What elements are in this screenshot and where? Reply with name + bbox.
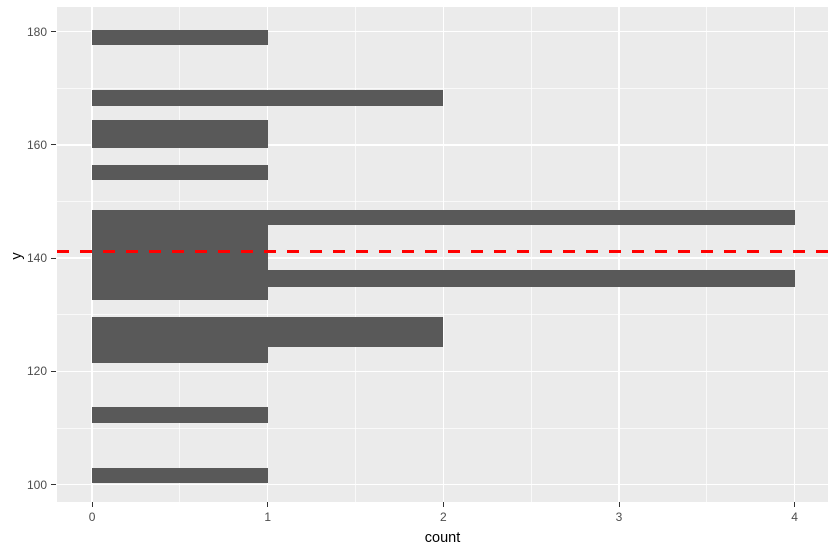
histogram-bar: [92, 467, 268, 484]
histogram-bar: [92, 269, 795, 287]
histogram-bar: [92, 164, 268, 180]
histogram-bar: [92, 407, 268, 423]
y-axis-tick-label: 140: [26, 251, 47, 266]
plot-panel: [57, 7, 828, 502]
gridline-minor-horizontal: [57, 314, 828, 316]
x-axis-tick-label: 2: [440, 510, 447, 524]
gridline-major-horizontal: [57, 484, 828, 486]
y-axis-tick-mark: [51, 370, 56, 372]
histogram-bar: [92, 89, 444, 106]
histogram-bar: [92, 209, 795, 225]
histogram-bar: [92, 119, 268, 135]
y-axis-tick-label: 100: [26, 477, 47, 492]
gridline-major-horizontal: [57, 30, 828, 33]
histogram-bar: [92, 29, 268, 45]
histogram-bar: [92, 286, 268, 300]
histogram-bar: [92, 224, 268, 240]
dashed-reference-line: [57, 249, 828, 253]
x-axis-tick-label: 4: [791, 510, 798, 524]
x-axis-tick-label: 0: [88, 510, 96, 524]
gridline-minor-horizontal: [57, 427, 828, 429]
gridline-major-horizontal: [57, 370, 828, 373]
histogram-bar: [92, 346, 268, 364]
gridline-major-horizontal: [57, 257, 828, 259]
x-axis-tick-label: 1: [264, 510, 272, 524]
y-axis-tick-mark: [51, 144, 56, 146]
gridline-major-vertical: [618, 7, 620, 502]
gridline-major-vertical: [793, 7, 796, 502]
gridline-minor-vertical: [530, 7, 532, 502]
histogram-bar: [92, 331, 444, 347]
x-axis-tick-mark: [618, 502, 620, 507]
gridline-major-horizontal: [57, 144, 828, 146]
x-axis-tick-mark: [267, 502, 269, 507]
y-axis-tick-label: 120: [26, 364, 47, 379]
gridline-minor-vertical: [706, 7, 708, 502]
histogram-bar: [92, 134, 268, 149]
x-axis-tick-mark: [91, 502, 93, 507]
histogram-bar: [92, 316, 444, 332]
gridline-minor-vertical: [355, 7, 357, 502]
y-axis-tick-label: 180: [26, 24, 47, 39]
x-axis-title: count: [424, 530, 461, 546]
gridline-minor-horizontal: [57, 201, 828, 203]
y-axis-tick-mark: [51, 31, 56, 33]
x-axis-tick-mark: [794, 502, 796, 507]
gridline-major-vertical: [442, 7, 445, 502]
x-axis-tick-label: 3: [615, 510, 623, 524]
y-axis-tick-mark: [51, 484, 56, 486]
gridline-major-vertical: [91, 7, 93, 502]
y-axis-tick-mark: [51, 257, 56, 259]
y-axis-tick-label: 160: [26, 137, 47, 152]
histogram-bar: [92, 254, 268, 270]
x-axis-tick-mark: [442, 502, 444, 507]
gridline-minor-horizontal: [57, 87, 828, 89]
